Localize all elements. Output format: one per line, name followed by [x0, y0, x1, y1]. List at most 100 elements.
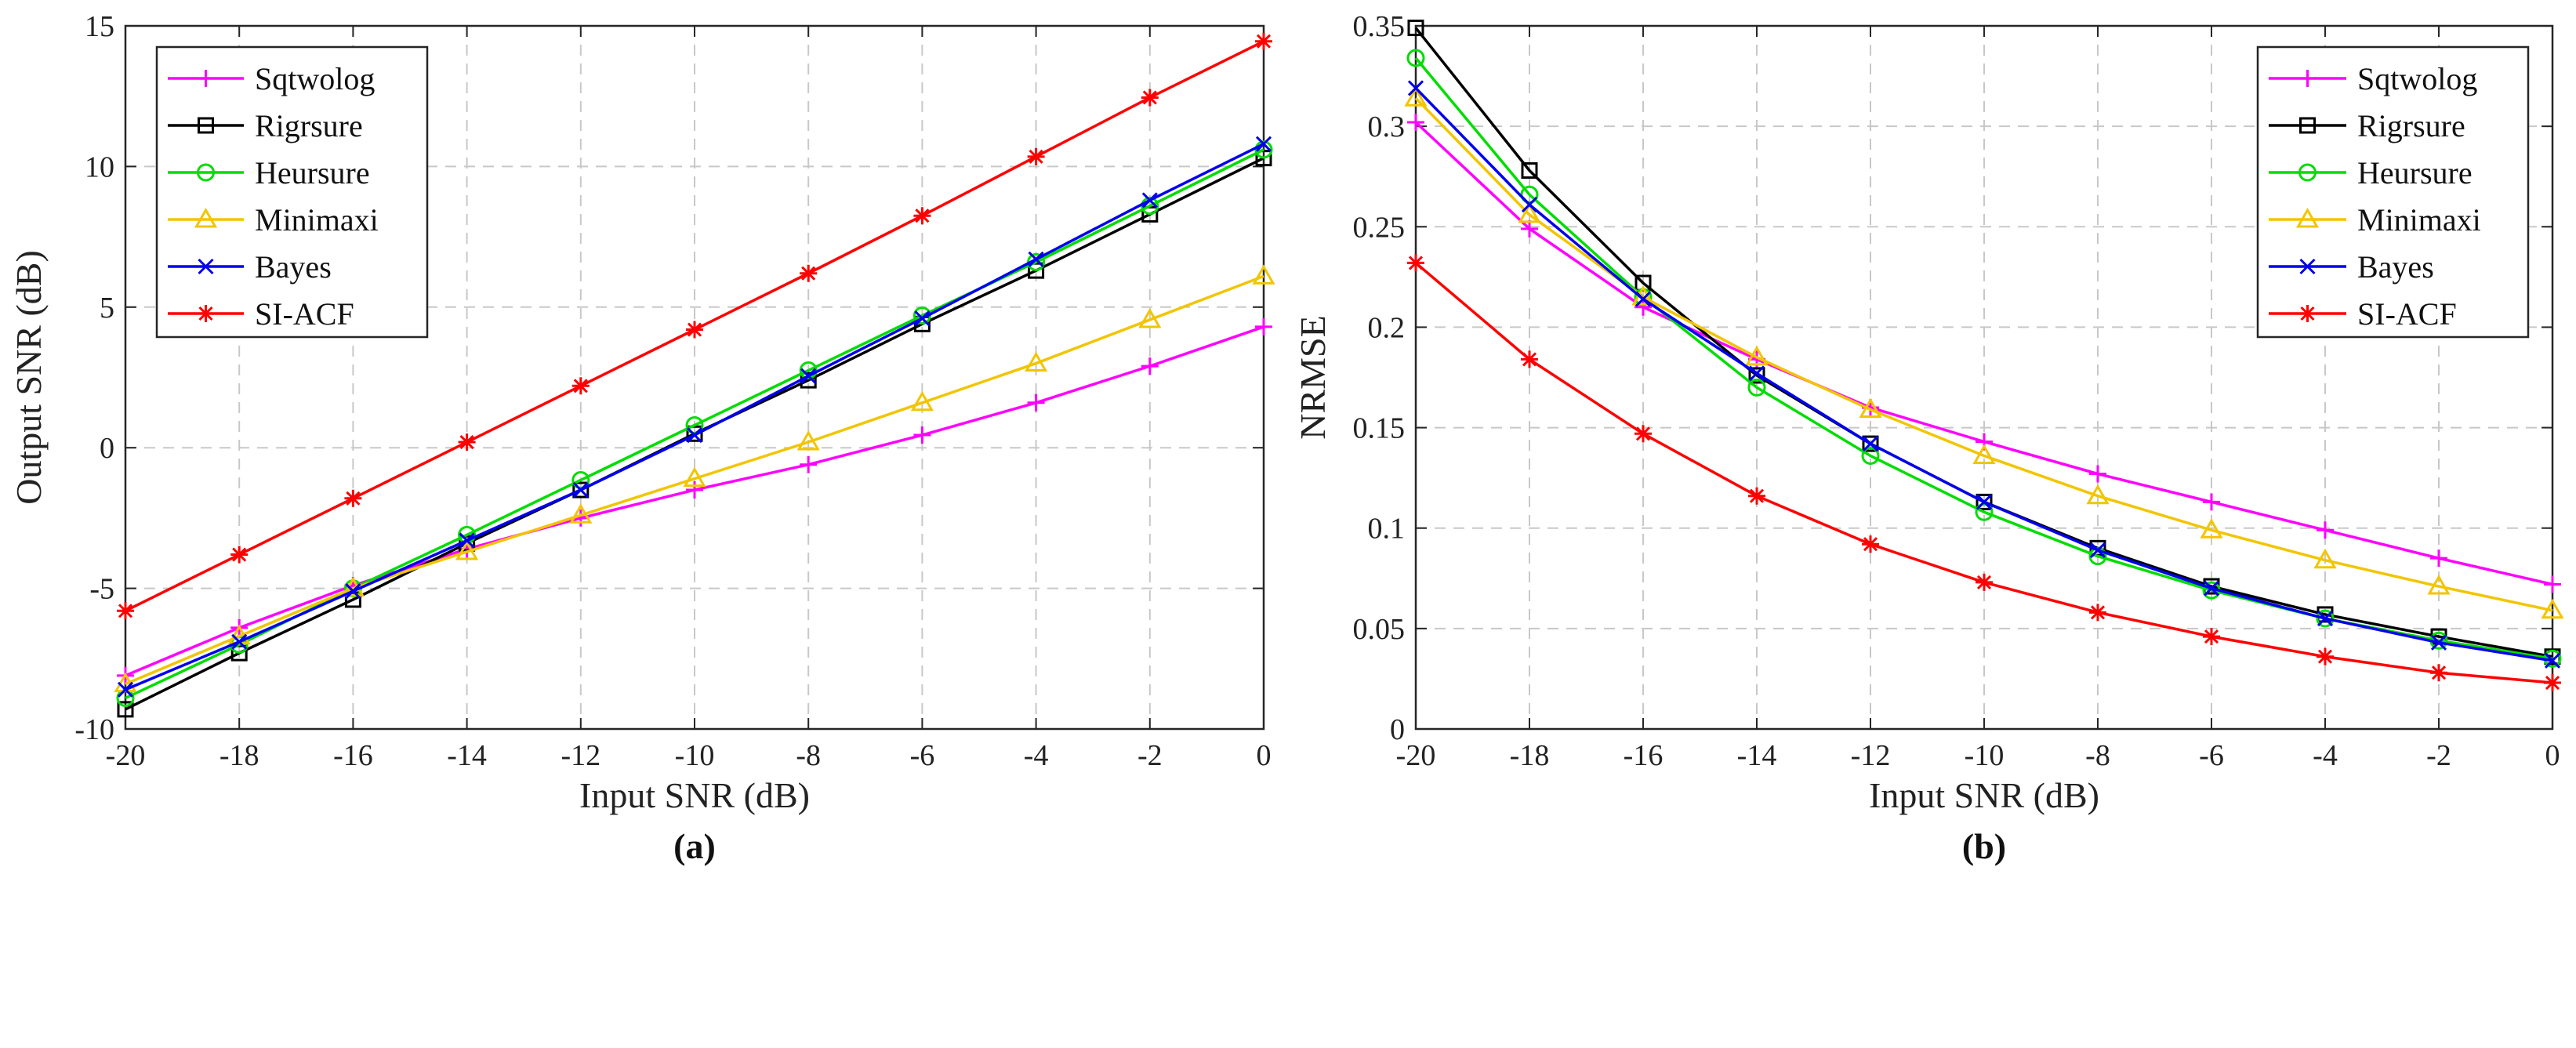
series-sqtwolog [1407, 114, 2561, 593]
x-tick-label: 0 [1257, 739, 1272, 772]
legend-label-sqtwolog: Sqtwolog [2357, 61, 2477, 96]
data-point-heursure [1141, 197, 1159, 216]
data-point-minimaxi [1518, 202, 1541, 223]
x-tick-label: -12 [1851, 739, 1891, 772]
data-point-si-acf [1407, 254, 1424, 272]
series-bayes [117, 136, 1272, 698]
y-tick-label: -10 [74, 713, 114, 746]
data-point-si-acf [1255, 32, 1272, 50]
data-point-sqtwolog [1141, 357, 1159, 375]
data-point-bayes [1748, 365, 1765, 382]
data-point-minimaxi [2427, 575, 2451, 595]
x-tick-label: -10 [1965, 739, 2005, 772]
data-point-bayes [1976, 494, 1993, 510]
data-point-bayes [1028, 251, 1044, 267]
legend-label-bayes: Bayes [255, 249, 332, 285]
data-point-sqtwolog [686, 481, 703, 499]
x-tick-label: -8 [796, 739, 821, 772]
data-point-minimaxi [1972, 444, 1996, 464]
data-point-minimaxi [2200, 518, 2223, 539]
legend-marker-bayes [2299, 258, 2316, 275]
legend: Sqtwolog Rigrsure Heursure Minimaxi Bayes SI-… [155, 45, 429, 339]
data-point-heursure [571, 470, 590, 489]
data-point-si-acf [2203, 628, 2220, 646]
data-point-sqtwolog [2430, 549, 2447, 568]
data-point-bayes [2430, 634, 2447, 651]
data-point-heursure [1975, 502, 1994, 521]
legend-label-rigrsure: Rigrsure [255, 108, 363, 143]
data-point-sqtwolog [2089, 465, 2106, 483]
panel-label: (b) [1962, 826, 2006, 866]
data-point-minimaxi [1745, 345, 1769, 366]
data-point-heursure [1520, 185, 1539, 204]
data-point-si-acf [2317, 647, 2334, 665]
series-bayes [1407, 80, 2561, 669]
x-tick-label: -2 [1137, 739, 1163, 772]
legend-marker-rigrsure [2299, 117, 2316, 134]
data-point-minimaxi [1404, 86, 1428, 107]
y-tick-label: 5 [100, 292, 114, 325]
legend-label-si-acf: SI-ACF [255, 296, 354, 332]
data-point-bayes [686, 426, 703, 444]
legend-box [2256, 45, 2530, 339]
legend-label-minimaxi: Minimaxi [255, 202, 379, 238]
legend-marker-si-acf [2298, 305, 2317, 322]
y-tick-label: 0.1 [1368, 513, 1406, 546]
data-point-bayes [1521, 197, 1538, 213]
y-tick-label: 0.3 [1368, 111, 1406, 143]
y-tick-label: 0.35 [1353, 10, 1406, 43]
y-tick-label: 0 [100, 432, 114, 465]
x-tick-label: -18 [1510, 739, 1550, 772]
legend-marker-rigrsure [198, 117, 214, 134]
data-point-si-acf [344, 489, 362, 507]
data-point-minimaxi [1252, 264, 1275, 285]
data-point-si-acf [458, 433, 476, 451]
legend-marker-bayes [198, 258, 214, 275]
y-tick-label: 0.05 [1353, 613, 1406, 646]
data-point-minimaxi [2541, 598, 2564, 619]
y-tick-label: 0.25 [1353, 211, 1406, 244]
series-minimaxi [1404, 86, 2564, 619]
data-point-si-acf [2430, 664, 2447, 682]
legend-label-heursure: Heursure [2357, 155, 2473, 190]
data-point-sqtwolog [2317, 521, 2334, 539]
data-point-bayes [1634, 291, 1652, 307]
x-tick-label: -16 [333, 739, 373, 772]
data-point-minimaxi [1138, 307, 1162, 328]
data-point-sqtwolog [1407, 114, 1424, 132]
data-point-sqtwolog [800, 455, 818, 473]
data-point-heursure [1406, 49, 1425, 67]
data-point-rigrsure [1976, 493, 1993, 510]
data-point-si-acf [117, 602, 134, 620]
data-point-bayes [2203, 580, 2220, 597]
data-point-si-acf [800, 264, 818, 282]
data-point-si-acf [2089, 604, 2106, 622]
data-point-si-acf [2544, 674, 2561, 692]
data-point-bayes [800, 368, 817, 384]
x-tick-label: -20 [106, 739, 146, 772]
panel-label: (a) [673, 826, 716, 866]
data-point-bayes [345, 583, 361, 600]
series-si-acf [1407, 254, 2561, 692]
y-tick-label: 0.2 [1368, 311, 1406, 344]
x-tick-label: -18 [220, 739, 259, 772]
legend-marker-sqtwolog [2298, 70, 2317, 87]
legend-label-rigrsure: Rigrsure [2357, 108, 2465, 143]
legend-marker-heursure [2298, 163, 2317, 182]
data-point-bayes [2089, 542, 2106, 558]
data-point-heursure [685, 415, 704, 434]
data-point-rigrsure [1862, 435, 1879, 452]
data-point-si-acf [230, 546, 249, 564]
data-point-sqtwolog [2203, 493, 2220, 511]
y-tick-label: -5 [89, 573, 114, 606]
data-point-heursure [1747, 378, 1766, 397]
data-point-heursure [1254, 140, 1273, 159]
x-tick-label: -6 [2199, 739, 2224, 772]
data-point-sqtwolog [1521, 219, 1538, 238]
data-point-si-acf [1976, 573, 1993, 591]
data-point-sqtwolog [913, 426, 931, 444]
legend-label-minimaxi: Minimaxi [2357, 202, 2481, 238]
data-point-si-acf [1027, 147, 1045, 165]
data-point-sqtwolog [1255, 317, 1272, 335]
